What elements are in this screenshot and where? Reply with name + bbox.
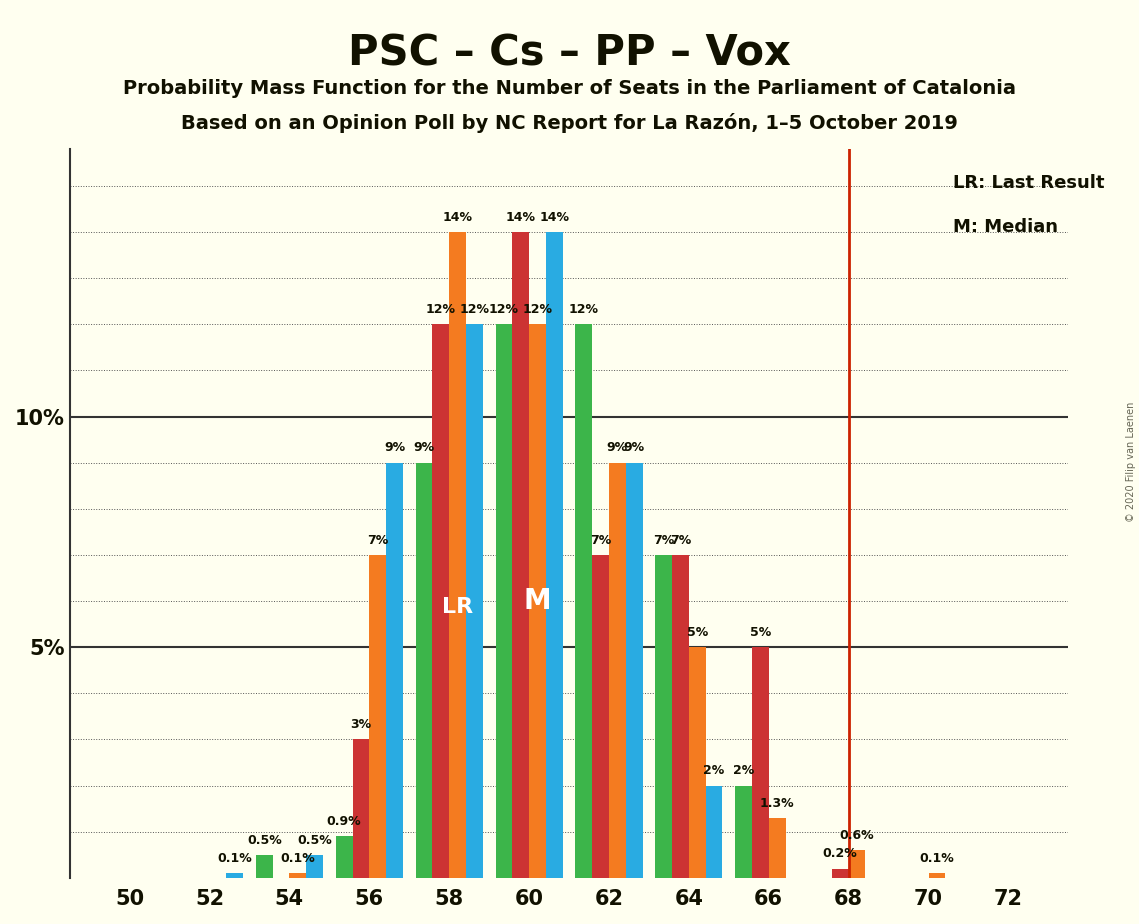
Bar bbox=[306, 855, 323, 878]
Bar bbox=[530, 324, 546, 878]
Text: © 2020 Filip van Laenen: © 2020 Filip van Laenen bbox=[1126, 402, 1136, 522]
Text: 0.5%: 0.5% bbox=[297, 833, 331, 846]
Bar bbox=[928, 873, 945, 878]
Text: 0.1%: 0.1% bbox=[919, 852, 954, 865]
Text: 12%: 12% bbox=[489, 303, 519, 316]
Bar bbox=[495, 324, 513, 878]
Text: 0.6%: 0.6% bbox=[839, 829, 875, 842]
Bar bbox=[655, 555, 672, 878]
Text: LR: LR bbox=[442, 597, 473, 616]
Text: 1.3%: 1.3% bbox=[760, 796, 794, 809]
Text: 0.1%: 0.1% bbox=[280, 852, 316, 865]
Text: 9%: 9% bbox=[623, 442, 645, 455]
Bar bbox=[336, 836, 353, 878]
Text: 0.5%: 0.5% bbox=[247, 833, 281, 846]
Text: 7%: 7% bbox=[653, 534, 674, 547]
Text: 5%: 5% bbox=[749, 626, 771, 638]
Text: 9%: 9% bbox=[413, 442, 435, 455]
Text: 2%: 2% bbox=[734, 764, 754, 777]
Bar bbox=[449, 232, 466, 878]
Text: 7%: 7% bbox=[367, 534, 388, 547]
Text: 9%: 9% bbox=[607, 442, 628, 455]
Text: M: Median: M: Median bbox=[953, 218, 1058, 237]
Text: 5%: 5% bbox=[687, 626, 707, 638]
Text: 0.9%: 0.9% bbox=[327, 815, 361, 828]
Bar bbox=[513, 232, 530, 878]
Bar bbox=[849, 850, 866, 878]
Bar bbox=[416, 463, 433, 878]
Bar bbox=[546, 232, 563, 878]
Text: 12%: 12% bbox=[568, 303, 599, 316]
Bar bbox=[672, 555, 689, 878]
Text: LR: Last Result: LR: Last Result bbox=[953, 175, 1105, 192]
Text: 7%: 7% bbox=[590, 534, 612, 547]
Text: PSC – Cs – PP – Vox: PSC – Cs – PP – Vox bbox=[349, 32, 790, 74]
Bar bbox=[609, 463, 625, 878]
Text: 0.2%: 0.2% bbox=[822, 847, 858, 860]
Text: Probability Mass Function for the Number of Seats in the Parliament of Catalonia: Probability Mass Function for the Number… bbox=[123, 79, 1016, 98]
Text: 12%: 12% bbox=[426, 303, 456, 316]
Text: Based on an Opinion Poll by NC Report for La Razón, 1–5 October 2019: Based on an Opinion Poll by NC Report fo… bbox=[181, 113, 958, 133]
Bar bbox=[625, 463, 642, 878]
Bar bbox=[289, 873, 306, 878]
Bar bbox=[227, 873, 243, 878]
Text: M: M bbox=[524, 587, 551, 615]
Text: 14%: 14% bbox=[506, 211, 535, 224]
Bar bbox=[433, 324, 449, 878]
Bar bbox=[769, 818, 786, 878]
Text: 12%: 12% bbox=[459, 303, 490, 316]
Text: 0.1%: 0.1% bbox=[218, 852, 252, 865]
Text: 2%: 2% bbox=[704, 764, 724, 777]
Bar bbox=[706, 785, 722, 878]
Bar bbox=[353, 739, 369, 878]
Text: 7%: 7% bbox=[670, 534, 691, 547]
Bar bbox=[831, 869, 849, 878]
Bar bbox=[575, 324, 592, 878]
Bar bbox=[592, 555, 609, 878]
Text: 14%: 14% bbox=[443, 211, 473, 224]
Bar bbox=[689, 647, 706, 878]
Bar bbox=[256, 855, 272, 878]
Text: 12%: 12% bbox=[523, 303, 552, 316]
Bar bbox=[735, 785, 752, 878]
Bar bbox=[752, 647, 769, 878]
Bar bbox=[386, 463, 403, 878]
Bar bbox=[369, 555, 386, 878]
Text: 9%: 9% bbox=[384, 442, 405, 455]
Text: 3%: 3% bbox=[351, 718, 371, 731]
Text: 14%: 14% bbox=[539, 211, 570, 224]
Bar bbox=[466, 324, 483, 878]
